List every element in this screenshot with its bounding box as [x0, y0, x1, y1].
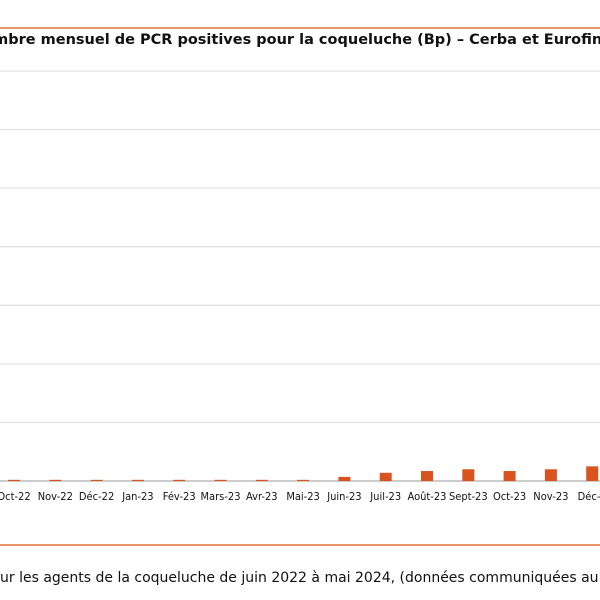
- bar: [49, 479, 62, 481]
- x-tick-label: Nov-23: [533, 490, 568, 503]
- bar: [297, 479, 310, 481]
- x-tick-label: Avr-23: [246, 490, 278, 503]
- bar: [586, 466, 599, 481]
- x-tick-label: Juil-23: [369, 490, 401, 503]
- bar: [173, 479, 186, 481]
- x-tick-label: Oct-22: [0, 490, 31, 503]
- x-tick-label: Nov-22: [38, 490, 73, 503]
- bar: [214, 479, 227, 481]
- x-tick-label: Jan-23: [121, 490, 153, 503]
- x-tick-label: Déc-2: [578, 490, 600, 503]
- bar: [8, 479, 20, 481]
- bar: [503, 471, 516, 481]
- bar: [421, 471, 433, 481]
- x-tick-label: Sept-23: [449, 490, 488, 503]
- x-tick-label: Août-23: [408, 490, 447, 503]
- bar: [544, 469, 557, 481]
- bar: [338, 476, 351, 481]
- bar: [255, 479, 268, 481]
- x-tick-label: Mars-23: [201, 490, 241, 503]
- x-tick-label: Juin-23: [326, 490, 361, 503]
- x-tick-label: Mai-23: [286, 490, 320, 503]
- footnote: ur les agents de la coqueluche de juin 2…: [0, 570, 600, 586]
- chart-title: ombre mensuel de PCR positives pour la c…: [0, 32, 600, 48]
- bar: [462, 469, 475, 481]
- bar: [379, 472, 392, 481]
- x-tick-label: Oct-23: [493, 490, 526, 503]
- x-tick-label: Fév-23: [163, 490, 196, 503]
- bar: [131, 479, 144, 481]
- bar: [90, 479, 103, 481]
- x-tick-label: Déc-22: [79, 490, 114, 503]
